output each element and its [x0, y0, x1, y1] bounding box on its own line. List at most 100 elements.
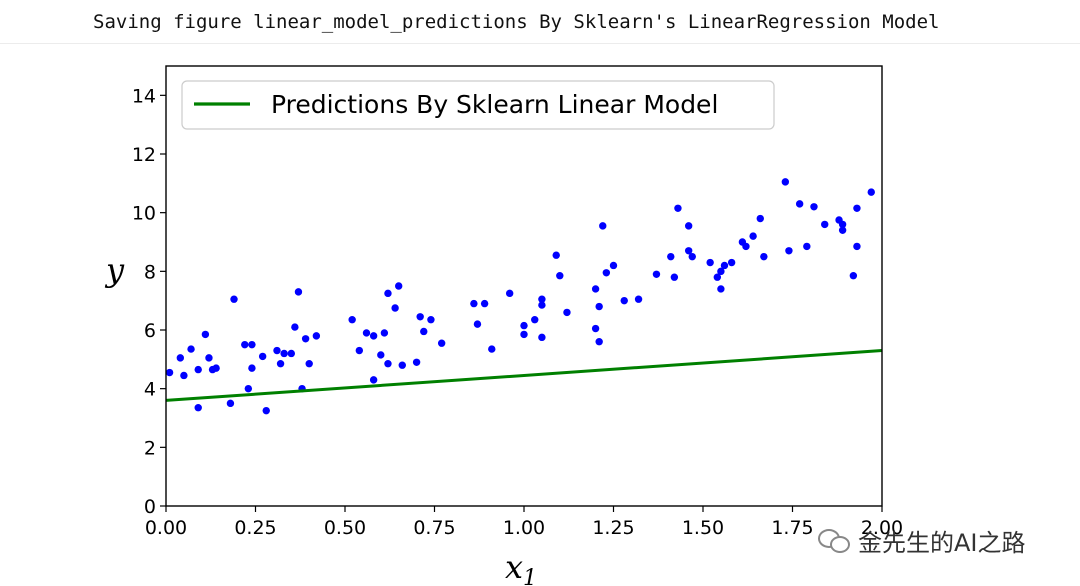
- x-axis-label-text: x1: [505, 548, 537, 586]
- data-point-86: [781, 178, 790, 186]
- data-point-23: [294, 288, 303, 296]
- data-point-66: [620, 296, 628, 305]
- axes-frame: [165, 65, 883, 507]
- data-point-30: [362, 329, 371, 337]
- data-point-89: [803, 242, 811, 251]
- prediction-line-layer: [165, 349, 883, 402]
- data-point-9: [212, 364, 220, 372]
- chat-bubbles-icon: [818, 527, 852, 553]
- data-point-91: [821, 220, 829, 229]
- y-tick-label-2: 4: [144, 379, 156, 401]
- data-point-14: [248, 364, 256, 372]
- prediction-line: [165, 349, 883, 402]
- data-point-61: [595, 338, 603, 346]
- data-point-16: [258, 352, 267, 361]
- data-point-29: [355, 346, 364, 355]
- data-point-80: [727, 258, 736, 267]
- data-point-45: [470, 299, 478, 308]
- data-point-58: [563, 308, 571, 317]
- y-tick-label-5: 10: [132, 203, 156, 225]
- data-point-71: [674, 204, 682, 212]
- data-point-11: [230, 295, 238, 303]
- data-point-0: [165, 368, 174, 377]
- data-point-87: [785, 247, 793, 255]
- data-point-67: [634, 295, 643, 303]
- data-point-93: [838, 220, 847, 229]
- x-tick-label-0: 0.00: [145, 517, 187, 539]
- data-point-83: [749, 232, 757, 240]
- data-point-96: [853, 204, 861, 212]
- data-point-31: [369, 376, 378, 384]
- y-axis-label: y: [104, 251, 125, 289]
- data-point-53: [538, 295, 546, 303]
- data-point-55: [538, 333, 546, 342]
- data-point-97: [853, 242, 861, 251]
- data-point-57: [556, 272, 564, 280]
- data-point-54: [538, 301, 546, 309]
- data-point-42: [420, 327, 428, 336]
- data-point-50: [520, 321, 528, 330]
- data-point-40: [412, 358, 421, 366]
- data-point-76: [713, 273, 722, 281]
- data-point-37: [391, 304, 399, 312]
- data-point-51: [520, 330, 528, 339]
- data-point-48: [488, 345, 496, 353]
- data-point-39: [398, 361, 406, 369]
- data-point-7: [205, 354, 213, 362]
- data-point-74: [688, 252, 696, 261]
- data-point-4: [194, 404, 202, 412]
- data-point-72: [684, 222, 693, 230]
- data-point-38: [395, 282, 403, 290]
- data-point-82: [742, 242, 750, 251]
- data-point-56: [552, 251, 560, 259]
- data-point-79: [720, 261, 729, 270]
- data-point-46: [473, 320, 482, 328]
- watermark: 金先生的AI之路: [818, 524, 1026, 557]
- data-point-26: [305, 360, 313, 368]
- data-point-85: [760, 252, 768, 261]
- x-tick-label-4: 1.00: [503, 517, 545, 539]
- data-point-1: [176, 354, 185, 362]
- legend: Predictions By Sklearn Linear Model: [181, 80, 775, 130]
- data-point-15: [248, 340, 256, 349]
- data-point-49: [505, 289, 514, 298]
- data-point-77: [717, 267, 725, 276]
- data-point-90: [810, 203, 818, 211]
- data-point-10: [226, 399, 235, 408]
- data-point-60: [591, 324, 600, 333]
- data-point-68: [652, 270, 661, 278]
- data-point-27: [312, 332, 321, 340]
- data-point-25: [301, 335, 310, 343]
- data-point-59: [591, 285, 600, 293]
- y-tick-label-4: 8: [144, 261, 156, 283]
- watermark-text: 金先生的AI之路: [858, 528, 1026, 557]
- data-point-65: [609, 261, 618, 270]
- data-point-2: [180, 371, 188, 380]
- data-point-63: [599, 222, 607, 230]
- data-point-64: [602, 269, 611, 277]
- legend-box: [181, 80, 775, 130]
- data-point-28: [348, 316, 356, 324]
- y-ticks: 0 2 4 6 8 10 12 14: [132, 85, 166, 518]
- data-point-35: [384, 289, 392, 298]
- data-point-13: [244, 384, 253, 393]
- data-point-21: [287, 349, 295, 358]
- data-point-52: [531, 316, 539, 324]
- x-tick-label-6: 1.50: [682, 517, 724, 539]
- x-axis-label: x1: [505, 548, 537, 586]
- data-point-73: [684, 247, 693, 255]
- y-tick-label-6: 12: [132, 144, 156, 166]
- data-point-33: [377, 351, 385, 359]
- data-point-5: [194, 365, 202, 374]
- data-point-95: [849, 272, 858, 280]
- data-point-17: [262, 406, 270, 415]
- data-point-43: [427, 316, 435, 324]
- legend-label: Predictions By Sklearn Linear Model: [271, 90, 718, 119]
- data-point-32: [369, 332, 378, 340]
- data-point-88: [795, 200, 804, 208]
- data-point-19: [276, 360, 285, 368]
- data-point-22: [291, 323, 299, 331]
- data-point-12: [241, 340, 249, 349]
- data-point-41: [416, 313, 424, 321]
